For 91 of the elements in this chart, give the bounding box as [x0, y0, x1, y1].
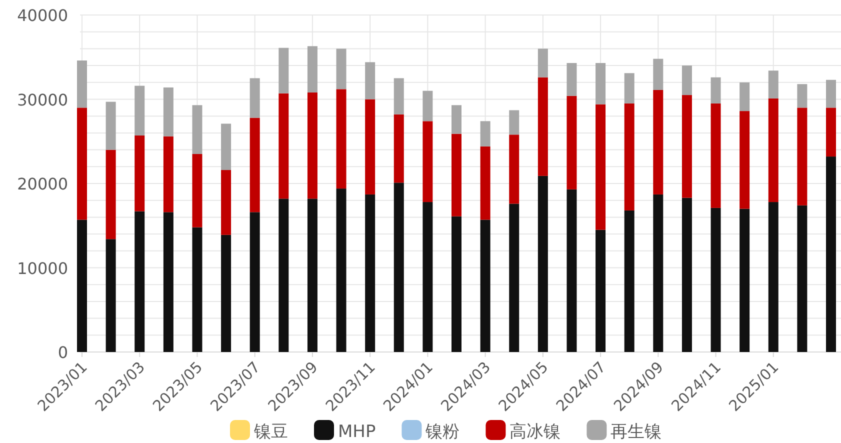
bar	[538, 176, 548, 352]
legend-label: 镍粉	[424, 422, 460, 442]
bar	[682, 198, 692, 352]
bar	[768, 98, 778, 202]
bar	[221, 170, 232, 235]
bar	[596, 63, 606, 104]
bar	[509, 134, 520, 204]
legend-label: MHP	[338, 422, 376, 442]
y-tick-label: 0	[58, 343, 68, 362]
bar	[250, 212, 260, 352]
bar	[653, 58, 664, 90]
y-tick-label: 20000	[17, 174, 68, 194]
bar	[134, 135, 145, 212]
bar	[768, 202, 778, 352]
bar	[307, 46, 318, 93]
bar	[336, 188, 346, 352]
bar	[365, 62, 376, 100]
bar	[710, 208, 721, 352]
bar	[163, 212, 174, 352]
bar	[250, 118, 260, 212]
y-tick-label: 30000	[17, 90, 68, 110]
legend-label: 镍豆	[253, 422, 288, 442]
bar	[192, 154, 202, 228]
bar	[509, 110, 520, 135]
bar	[394, 182, 404, 352]
y-tick-label: 40000	[17, 6, 68, 25]
bar	[509, 204, 520, 352]
bar	[77, 108, 87, 220]
legend-label: 高冰镍	[510, 422, 561, 442]
bar	[336, 89, 346, 189]
bar	[596, 104, 606, 230]
bar	[566, 189, 577, 352]
bar	[422, 202, 433, 352]
bar	[740, 208, 750, 352]
bar	[106, 102, 116, 150]
bar	[336, 48, 346, 90]
bar	[797, 84, 808, 108]
bar	[134, 86, 145, 136]
bar	[826, 156, 836, 352]
bar	[77, 220, 87, 352]
bar	[163, 87, 174, 136]
bar	[538, 77, 548, 176]
bar	[163, 136, 174, 212]
bar	[307, 92, 318, 199]
legend-label: 再生镍	[610, 422, 662, 442]
bar	[624, 210, 634, 352]
bar	[768, 70, 778, 98]
y-tick-label: 10000	[17, 258, 68, 278]
bar	[106, 239, 116, 352]
bar	[221, 124, 232, 170]
bar	[653, 194, 664, 352]
bar	[480, 121, 490, 146]
bar	[538, 48, 548, 78]
bar	[452, 105, 462, 134]
bar	[480, 146, 490, 220]
bar	[394, 114, 404, 183]
bar	[365, 99, 376, 194]
bar	[826, 108, 836, 157]
bar	[422, 121, 433, 202]
bar	[307, 198, 318, 352]
bar	[740, 111, 750, 209]
bar	[624, 73, 634, 104]
bar	[77, 60, 87, 108]
bar	[394, 78, 404, 114]
bar	[452, 216, 462, 352]
bar	[192, 227, 202, 352]
bar	[480, 220, 490, 352]
bar	[682, 95, 692, 198]
bar	[278, 93, 289, 199]
bar	[365, 194, 376, 352]
bar	[566, 96, 577, 190]
bar	[192, 105, 202, 154]
bar	[106, 150, 116, 240]
bar	[596, 230, 606, 352]
bar	[740, 82, 750, 112]
bar	[221, 234, 232, 352]
bar	[278, 48, 289, 94]
bar	[278, 198, 289, 352]
bar	[566, 63, 577, 96]
bar	[682, 66, 692, 96]
bar	[826, 80, 836, 108]
bar	[710, 103, 721, 208]
bar	[653, 90, 664, 194]
bar	[134, 211, 145, 352]
bar	[250, 78, 260, 118]
bar	[624, 103, 634, 210]
bar	[710, 77, 721, 104]
bar	[797, 108, 808, 206]
bar	[452, 134, 462, 216]
bar	[422, 90, 433, 122]
bar	[797, 205, 808, 352]
